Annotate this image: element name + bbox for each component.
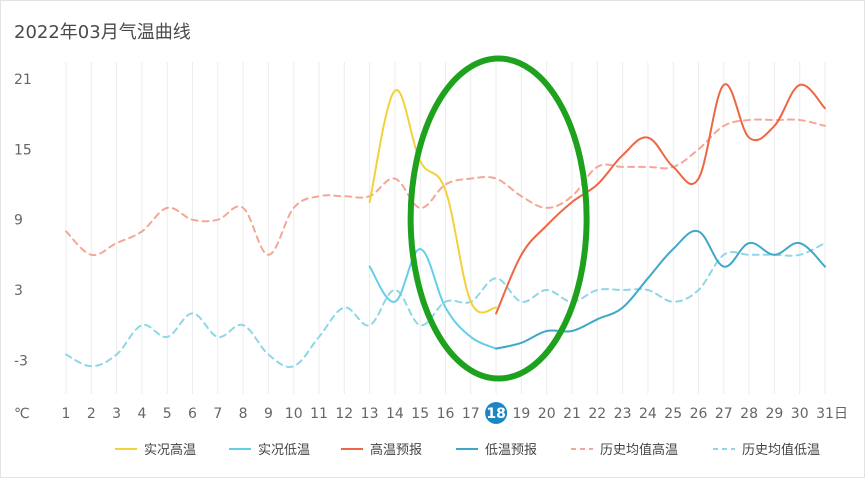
x-tick-label: 25 [664,406,682,422]
x-tick-label: 22 [588,406,606,422]
legend-item-4[interactable]: 历史均值高温 [571,442,678,458]
grid-layer [65,62,826,394]
x-tick-label: 28 [740,406,758,422]
x-tick-label: 13 [361,406,379,422]
x-tick-label: 5 [163,406,172,422]
legend-label: 历史均值高温 [600,442,678,458]
series-line-2 [495,83,826,315]
y-axis: -3 3 9 15 21 ℃ [14,72,32,422]
x-axis: 1 2 3 4 5 6 7 8 9 10 11 12 13 14 15 16 17 18 19 20 21 22 23 24 2… [62,402,848,424]
legend-label: 实况高温 [144,442,196,458]
series-line-4 [65,118,826,257]
legend-label: 高温预报 [370,442,422,458]
x-tick-label: 30 [791,406,809,422]
series-line-0 [368,89,498,314]
x-tick-label: 20 [538,406,556,422]
x-tick-label: 8 [239,406,248,422]
x-tick-label: 19 [512,406,530,422]
legend-item-3[interactable]: 低温预报 [456,443,537,458]
legend-label: 历史均值低温 [742,442,820,458]
highlight-day-marker [485,402,508,424]
x-tick-label: 12 [335,406,353,422]
legend-label: 低温预报 [485,443,537,458]
legend-item-5[interactable]: 历史均值低温 [713,442,820,458]
chart-title: 2022年03月气温曲线 [14,22,191,43]
x-tick-label: 9 [264,406,273,422]
x-tick-label: 10 [285,406,303,422]
y-tick-label: 15 [14,142,32,158]
series-line-3 [495,229,826,350]
x-tick-label: 21 [563,406,581,422]
x-tick-label: 14 [386,406,404,422]
x-tick-label: 11 [310,406,328,422]
legend-label: 实况低温 [258,443,310,458]
y-unit-label: ℃ [14,406,30,422]
x-tick-label: 6 [188,406,197,422]
x-tick-label-highlight: 18 [486,406,505,422]
legend-item-2[interactable]: 高温预报 [341,442,422,458]
x-tick-label: 24 [639,406,657,422]
x-tick-label: 23 [614,406,632,422]
y-tick-label: -3 [14,353,28,369]
x-tick-label: 26 [690,406,708,422]
x-unit-label: 日 [834,406,848,422]
x-tick-label: 15 [411,406,429,422]
y-tick-label: 3 [14,283,23,299]
series-line-1 [368,248,498,350]
x-tick-label: 4 [137,406,146,422]
x-tick-label: 31 [816,406,834,422]
y-tick-label: 9 [14,213,23,229]
x-tick-label: 3 [112,406,121,422]
x-tick-label: 17 [462,406,480,422]
x-tick-label: 2 [87,406,96,422]
annotation-layer [407,55,590,382]
x-tick-label: 1 [62,406,71,422]
x-tick-label: 27 [715,406,733,422]
annotation-ellipse [407,55,590,382]
x-tick-label: 7 [213,406,222,422]
y-tick-label: 21 [14,72,32,88]
legend-item-1[interactable]: 实况低温 [229,443,310,458]
series-layer [65,83,826,368]
series-line-5 [65,242,826,368]
x-tick-label: 29 [765,406,783,422]
legend-item-0[interactable]: 实况高温 [115,442,196,458]
x-tick-label: 16 [437,406,455,422]
legend[interactable]: 实况高温 实况低温 高温预报 低温预报 历史均值高温 历史均值低温 [115,442,820,458]
